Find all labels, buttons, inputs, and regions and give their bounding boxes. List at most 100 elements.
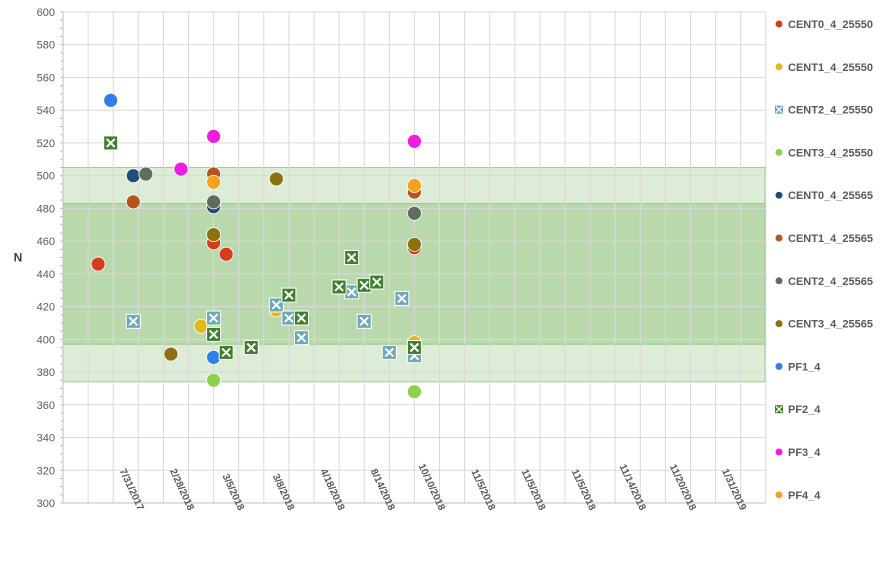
- data-point-mark: [397, 293, 407, 304]
- legend-marker: [775, 448, 783, 456]
- data-point-mark: [128, 316, 138, 327]
- data-point-mark: [346, 252, 357, 263]
- data-point-mark: [208, 313, 219, 323]
- data-point-mark: [296, 313, 307, 323]
- data-point-mark: [384, 347, 395, 358]
- legend-label: PF3_4: [788, 447, 821, 459]
- legend-item: PF1_4: [775, 361, 821, 373]
- y-tick-label: 340: [37, 433, 55, 445]
- series-PF2_4: [103, 135, 422, 360]
- legend-label: CENT2_4_25550: [788, 105, 873, 117]
- x-tick-label: 8/14/2018: [368, 467, 397, 512]
- data-point-mark: [221, 347, 231, 358]
- data-point: [125, 194, 141, 210]
- legend-label: CENT0_4_25550: [788, 19, 873, 31]
- x-tick-label: 11/5/2018: [519, 468, 548, 513]
- data-point-mark: [105, 138, 116, 148]
- series-CENT2_4_25550: [125, 284, 422, 364]
- legend-item: CENT0_4_25550: [775, 19, 873, 31]
- y-tick-label: 300: [37, 498, 55, 510]
- data-point: [90, 256, 106, 272]
- legend-item: CENT1_4_25550: [775, 62, 873, 74]
- legend-marker-mark: [775, 405, 783, 413]
- y-tick-label: 500: [37, 171, 55, 183]
- x-tick-label: 3/8/2018: [270, 472, 297, 512]
- legend-label: PF1_4: [788, 361, 821, 373]
- y-tick-label: 380: [37, 367, 55, 379]
- y-tick-label: 400: [37, 334, 55, 346]
- legend-item: CENT1_4_25565: [775, 233, 873, 245]
- legend-item: PF2_4: [775, 404, 821, 416]
- data-point: [103, 92, 119, 108]
- y-tick-label: 460: [37, 236, 55, 248]
- data-point-mark: [284, 313, 294, 323]
- data-point-mark: [409, 342, 420, 353]
- y-tick-label: 580: [37, 40, 55, 52]
- data-point: [206, 174, 222, 190]
- data-point-mark: [271, 300, 282, 310]
- data-point: [193, 318, 209, 334]
- data-point: [206, 227, 222, 242]
- series-CENT3_4_25565: [163, 171, 422, 362]
- data-point-mark: [359, 280, 369, 291]
- data-point: [406, 178, 422, 193]
- legend-item: CENT2_4_25550: [775, 105, 873, 117]
- data-point: [206, 372, 222, 388]
- legend-marker: [775, 320, 783, 328]
- data-point: [173, 161, 189, 177]
- data-point-mark: [346, 287, 357, 297]
- y-tick-label: 440: [37, 269, 55, 281]
- data-point-mark: [208, 329, 219, 340]
- legend-label: PF4_4: [788, 490, 821, 502]
- data-point: [125, 168, 141, 184]
- legend-marker-mark: [775, 106, 783, 114]
- x-tick-label: 3/5/2018: [220, 472, 247, 512]
- x-tick-label: 2/28/2018: [167, 467, 196, 512]
- legend-marker: [775, 63, 783, 71]
- series-CENT3_4_25550: [206, 372, 422, 400]
- data-point-mark: [372, 277, 382, 287]
- y-axis-label: N: [14, 251, 23, 265]
- legend-marker: [775, 191, 783, 199]
- legend-item: CENT0_4_25565: [775, 190, 873, 202]
- data-point-mark: [296, 332, 307, 343]
- data-point: [406, 384, 422, 400]
- series-PF4_4: [206, 174, 422, 193]
- data-point: [206, 194, 222, 210]
- series-PF1_4: [103, 92, 222, 365]
- series-CENT2_4_25565: [138, 166, 422, 221]
- data-point: [406, 205, 422, 221]
- y-tick-label: 560: [37, 72, 55, 84]
- legend-label: CENT1_4_25565: [788, 233, 873, 245]
- series-PF3_4: [173, 128, 422, 177]
- legend-marker: [775, 234, 783, 242]
- data-point: [406, 237, 422, 252]
- data-point: [163, 346, 179, 362]
- legend-item: CENT2_4_25565: [775, 276, 873, 288]
- legend-label: CENT3_4_25565: [788, 319, 873, 331]
- legend-label: CENT1_4_25550: [788, 62, 873, 74]
- y-tick-label: 540: [37, 105, 55, 117]
- legend-marker: [775, 148, 783, 156]
- x-tick-label: 7/31/2017: [117, 467, 146, 512]
- data-point: [138, 166, 154, 182]
- legend-marker: [775, 491, 783, 499]
- legend-marker: [775, 20, 783, 28]
- x-tick-label: 1/31/2019: [719, 467, 748, 512]
- data-point: [218, 246, 234, 262]
- legend-item: CENT3_4_25565: [775, 319, 873, 331]
- y-tick-label: 320: [37, 465, 55, 477]
- legend-label: CENT0_4_25565: [788, 190, 873, 202]
- legend-item: PF3_4: [775, 447, 821, 459]
- legend-marker: [775, 277, 783, 285]
- x-tick-label: 11/5/2018: [468, 468, 497, 513]
- legend-label: CENT3_4_25550: [788, 147, 873, 159]
- y-tick-label: 600: [37, 7, 55, 19]
- legend-item: CENT3_4_25550: [775, 147, 873, 159]
- legend-label: PF2_4: [788, 404, 821, 416]
- x-tick-label: 4/18/2018: [318, 467, 347, 512]
- data-point: [268, 171, 284, 187]
- legend-item: PF4_4: [775, 490, 821, 502]
- y-tick-label: 520: [37, 138, 55, 150]
